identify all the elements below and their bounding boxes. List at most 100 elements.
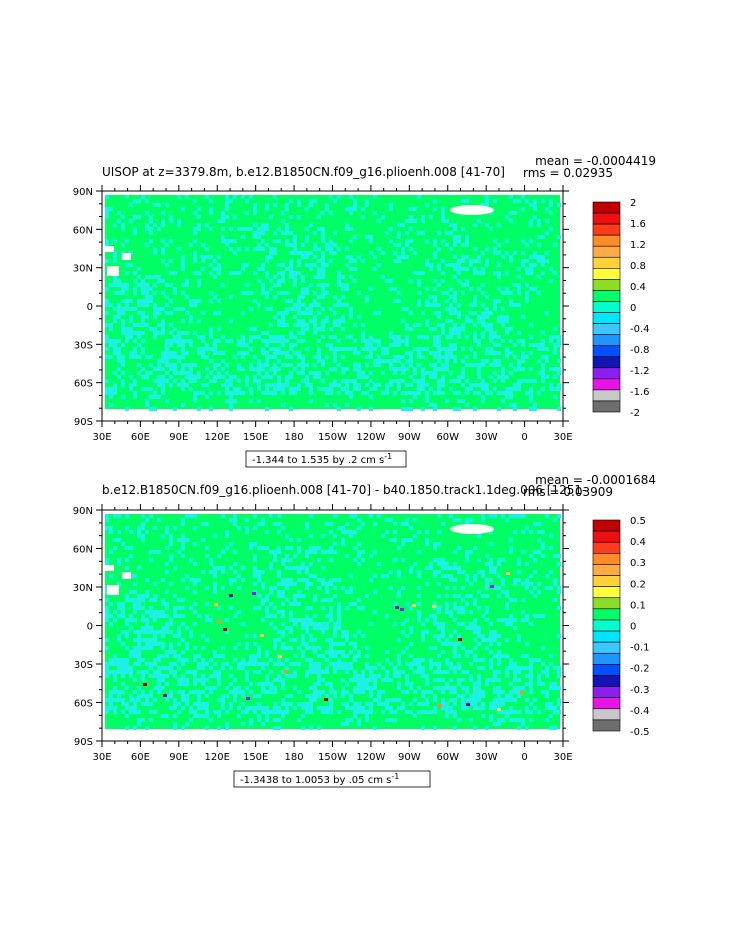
field-cell <box>213 295 217 299</box>
field-cell <box>165 203 169 207</box>
field-cell <box>253 574 257 578</box>
field-cell <box>505 327 509 331</box>
field-cell <box>401 371 405 375</box>
field-cell <box>129 319 133 323</box>
field-cell <box>181 518 185 522</box>
field-cell <box>265 678 269 682</box>
field-cell <box>537 658 541 662</box>
field-cell <box>397 339 401 343</box>
field-cell <box>181 387 185 391</box>
field-cell <box>341 686 345 690</box>
field-cell <box>249 363 253 367</box>
field-cell <box>477 319 481 323</box>
field-cell <box>429 351 433 355</box>
field-cell <box>225 387 229 391</box>
field-cell <box>129 327 133 331</box>
field-cell <box>409 566 413 570</box>
field-cell <box>529 351 533 355</box>
field-cell <box>125 598 129 602</box>
field-cell <box>193 590 197 594</box>
field-cell <box>421 694 425 698</box>
field-cell <box>277 610 281 614</box>
field-cell <box>385 650 389 654</box>
field-cell <box>241 339 245 343</box>
field-cell <box>513 355 517 359</box>
field-cell <box>477 315 481 319</box>
field-cell <box>341 662 345 666</box>
field-cell <box>313 327 317 331</box>
field-cell <box>453 255 457 259</box>
field-cell <box>521 343 525 347</box>
field-cell <box>313 291 317 295</box>
field-cell <box>505 710 509 714</box>
field-cell <box>421 347 425 351</box>
field-cell <box>309 622 313 626</box>
field-cell <box>501 718 505 722</box>
field-cell <box>181 698 185 702</box>
field-cell <box>517 726 521 730</box>
field-cell <box>545 586 549 590</box>
field-cell <box>313 247 317 251</box>
field-cell <box>445 347 449 351</box>
field-cell <box>157 682 161 686</box>
field-cell <box>517 303 521 307</box>
field-cell <box>545 690 549 694</box>
field-cell <box>181 351 185 355</box>
field-cell <box>313 698 317 702</box>
field-cell <box>465 391 469 395</box>
field-cell <box>177 335 181 339</box>
field-cell <box>549 267 553 271</box>
field-cell <box>365 710 369 714</box>
field-cell <box>329 383 333 387</box>
field-cell <box>197 371 201 375</box>
field-cell <box>141 375 145 379</box>
x-tick-label: 30E <box>553 432 572 443</box>
field-cell <box>221 215 225 219</box>
field-cell <box>437 347 441 351</box>
field-cell <box>437 662 441 666</box>
field-cell <box>509 371 513 375</box>
field-cell <box>529 203 533 207</box>
field-cell <box>205 702 209 706</box>
field-cell <box>505 319 509 323</box>
field-cell <box>313 319 317 323</box>
field-cell <box>501 618 505 622</box>
field-cell <box>117 291 121 295</box>
field-cell <box>273 550 277 554</box>
field-cell <box>145 646 149 650</box>
field-cell <box>133 610 137 614</box>
field-cell <box>337 303 341 307</box>
field-cell <box>449 287 453 291</box>
colorbar-swatch <box>592 356 621 369</box>
field-cell <box>261 522 265 526</box>
field-cell <box>177 678 181 682</box>
field-cell <box>461 375 465 379</box>
field-cell <box>229 674 233 678</box>
field-cell <box>549 702 553 706</box>
field-cell <box>309 311 313 315</box>
x-tick-label: 150E <box>243 432 268 443</box>
field-cell <box>381 251 385 255</box>
field-cell <box>529 239 533 243</box>
field-cell <box>409 391 413 395</box>
field-cell <box>461 698 465 702</box>
field-cell <box>517 666 521 670</box>
field-cell <box>141 534 145 538</box>
field-cell <box>373 363 377 367</box>
field-cell <box>169 646 173 650</box>
field-cell <box>181 259 185 263</box>
field-cell <box>437 562 441 566</box>
field-cell <box>121 343 125 347</box>
field-cell <box>445 367 449 371</box>
field-cell <box>489 630 493 634</box>
x-tick-label: 90W <box>398 752 421 763</box>
field-cell <box>229 295 233 299</box>
field-cell <box>505 287 509 291</box>
field-cell <box>129 698 133 702</box>
field-cell <box>257 367 261 371</box>
field-cell <box>401 255 405 259</box>
field-cell <box>433 678 437 682</box>
field-cell <box>549 227 553 231</box>
field-cell <box>269 514 273 518</box>
field-cell <box>277 718 281 722</box>
